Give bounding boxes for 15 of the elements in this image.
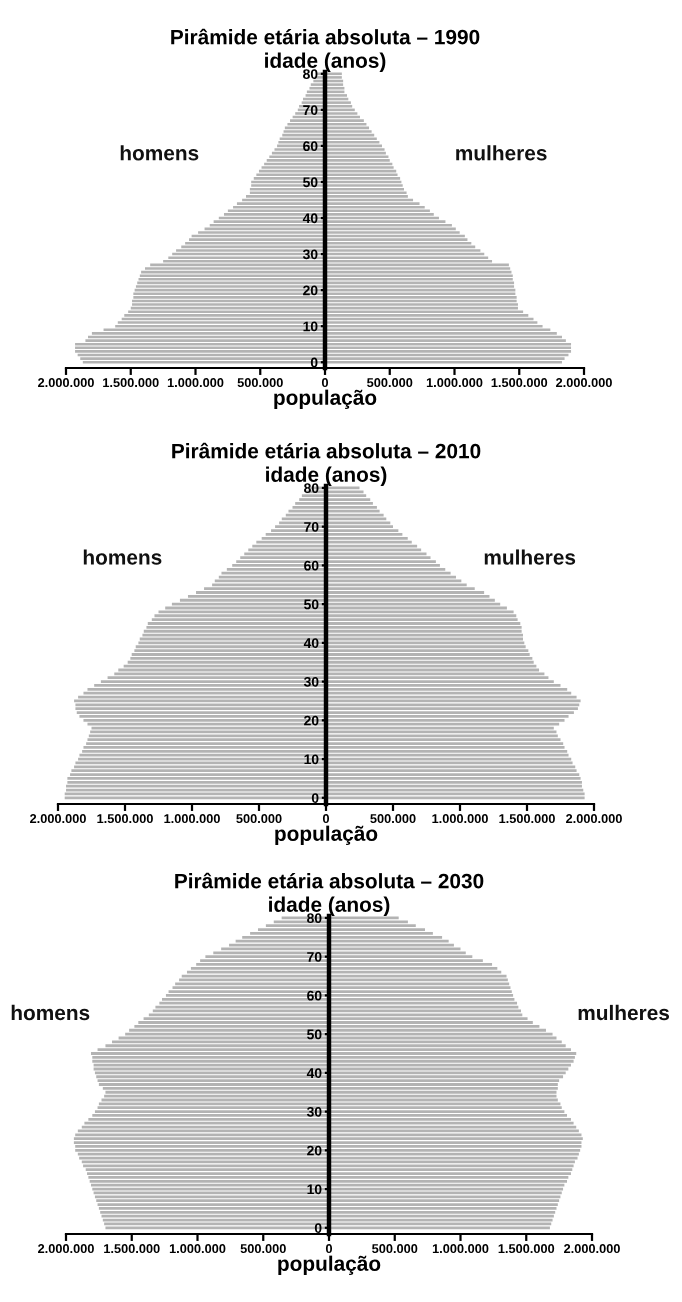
x-axis-title: população <box>275 825 378 846</box>
y-axis-title: idade (anos) <box>266 466 387 486</box>
text: mulheres <box>456 145 547 161</box>
x-axis-title: população <box>274 389 377 410</box>
y-axis-title: idade (anos) <box>265 52 386 72</box>
text: homens <box>120 145 199 161</box>
series-label: mulheres <box>484 549 576 565</box>
series-label: mulheres <box>578 1004 670 1021</box>
chart-title: Pirâmide etária absoluta – 1990 <box>171 28 480 45</box>
series-label: homens <box>83 549 162 565</box>
y-axis-title: idade (anos) <box>269 896 390 916</box>
series-label: homens <box>11 1004 90 1021</box>
x-axis-title: população <box>278 1255 381 1276</box>
chart-title: Pirâmide etária absoluta – 2030 <box>175 872 484 889</box>
chart-title: Pirâmide etária absoluta – 2010 <box>172 442 481 459</box>
